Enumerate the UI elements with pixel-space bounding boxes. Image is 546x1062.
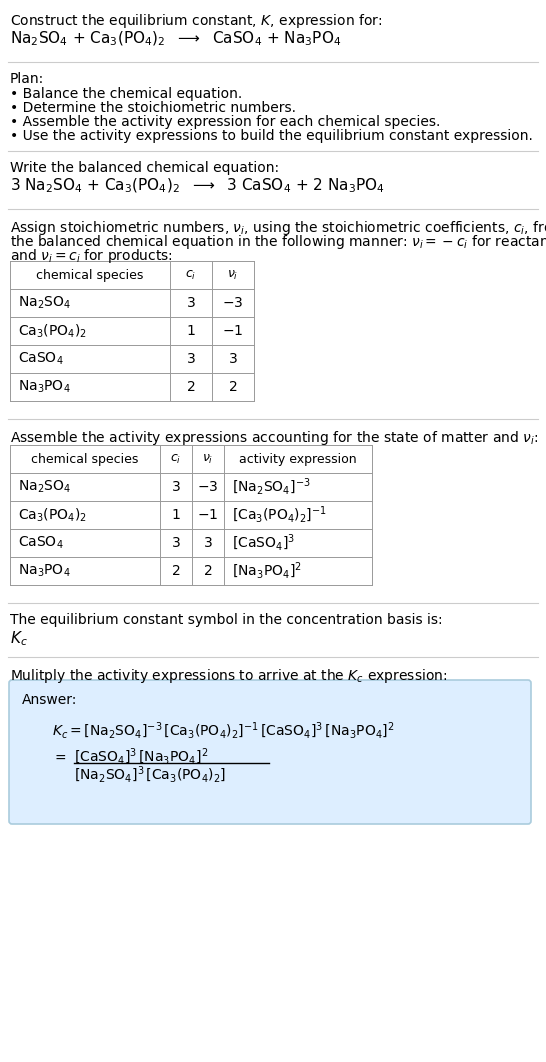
- Text: $K_c$: $K_c$: [10, 629, 28, 648]
- Text: activity expression: activity expression: [239, 452, 357, 465]
- Text: Mulitply the activity expressions to arrive at the $K_c$ expression:: Mulitply the activity expressions to arr…: [10, 667, 447, 685]
- Text: 3: 3: [187, 352, 195, 366]
- Text: Plan:: Plan:: [10, 72, 44, 86]
- Text: 3: 3: [204, 536, 212, 550]
- Text: $\nu_i$: $\nu_i$: [203, 452, 213, 465]
- Text: chemical species: chemical species: [31, 452, 139, 465]
- Text: $\nu_i$: $\nu_i$: [227, 269, 239, 281]
- Text: $K_c = [\mathrm{Na_2SO_4}]^{-3}\,[\mathrm{Ca_3(PO_4)_2}]^{-1}\,[\mathrm{CaSO_4}]: $K_c = [\mathrm{Na_2SO_4}]^{-3}\,[\mathr…: [52, 721, 395, 741]
- Text: Write the balanced chemical equation:: Write the balanced chemical equation:: [10, 161, 279, 175]
- Text: 2: 2: [171, 564, 180, 578]
- Text: $=$: $=$: [52, 750, 67, 764]
- Text: [Na$_3$PO$_4$]$^2$: [Na$_3$PO$_4$]$^2$: [232, 561, 302, 581]
- Text: Na$_3$PO$_4$: Na$_3$PO$_4$: [18, 563, 70, 579]
- Text: 1: 1: [187, 324, 195, 338]
- Text: $-1$: $-1$: [197, 508, 218, 523]
- Text: • Assemble the activity expression for each chemical species.: • Assemble the activity expression for e…: [10, 115, 441, 129]
- Text: Na$_3$PO$_4$: Na$_3$PO$_4$: [18, 379, 70, 395]
- Text: and $\nu_i = c_i$ for products:: and $\nu_i = c_i$ for products:: [10, 247, 173, 266]
- Text: 1: 1: [171, 508, 180, 523]
- Text: $-3$: $-3$: [222, 296, 244, 310]
- Text: $[\mathrm{CaSO_4}]^3\,[\mathrm{Na_3PO_4}]^2$: $[\mathrm{CaSO_4}]^3\,[\mathrm{Na_3PO_4}…: [74, 747, 208, 768]
- Text: • Determine the stoichiometric numbers.: • Determine the stoichiometric numbers.: [10, 101, 296, 115]
- Text: • Balance the chemical equation.: • Balance the chemical equation.: [10, 87, 242, 101]
- Text: $c_i$: $c_i$: [186, 269, 197, 281]
- Text: [Na$_2$SO$_4$]$^{-3}$: [Na$_2$SO$_4$]$^{-3}$: [232, 477, 311, 497]
- Text: the balanced chemical equation in the following manner: $\nu_i = -c_i$ for react: the balanced chemical equation in the fo…: [10, 233, 546, 251]
- Text: Na$_2$SO$_4$: Na$_2$SO$_4$: [18, 295, 71, 311]
- Text: 2: 2: [187, 380, 195, 394]
- Text: 3: 3: [229, 352, 238, 366]
- Text: CaSO$_4$: CaSO$_4$: [18, 350, 64, 367]
- Text: 3: 3: [187, 296, 195, 310]
- Text: Ca$_3$(PO$_4$)$_2$: Ca$_3$(PO$_4$)$_2$: [18, 507, 87, 524]
- Text: • Use the activity expressions to build the equilibrium constant expression.: • Use the activity expressions to build …: [10, 129, 533, 143]
- Text: Assign stoichiometric numbers, $\nu_i$, using the stoichiometric coefficients, $: Assign stoichiometric numbers, $\nu_i$, …: [10, 219, 546, 237]
- Text: 2: 2: [204, 564, 212, 578]
- Text: 3: 3: [171, 480, 180, 494]
- Text: $c_i$: $c_i$: [170, 452, 182, 465]
- Text: 3: 3: [171, 536, 180, 550]
- Text: Assemble the activity expressions accounting for the state of matter and $\nu_i$: Assemble the activity expressions accoun…: [10, 429, 538, 447]
- Text: Answer:: Answer:: [22, 693, 78, 707]
- FancyBboxPatch shape: [9, 680, 531, 824]
- Text: Na$_2$SO$_4$ + Ca$_3$(PO$_4$)$_2$  $\longrightarrow$  CaSO$_4$ + Na$_3$PO$_4$: Na$_2$SO$_4$ + Ca$_3$(PO$_4$)$_2$ $\long…: [10, 30, 341, 49]
- Text: $-3$: $-3$: [197, 480, 218, 494]
- Text: $[\mathrm{Na_2SO_4}]^3\,[\mathrm{Ca_3(PO_4)_2}]$: $[\mathrm{Na_2SO_4}]^3\,[\mathrm{Ca_3(PO…: [74, 765, 226, 786]
- Text: [CaSO$_4$]$^3$: [CaSO$_4$]$^3$: [232, 533, 295, 553]
- Text: CaSO$_4$: CaSO$_4$: [18, 535, 64, 551]
- Text: 2: 2: [229, 380, 238, 394]
- Text: Ca$_3$(PO$_4$)$_2$: Ca$_3$(PO$_4$)$_2$: [18, 322, 87, 340]
- Text: 3 Na$_2$SO$_4$ + Ca$_3$(PO$_4$)$_2$  $\longrightarrow$  3 CaSO$_4$ + 2 Na$_3$PO$: 3 Na$_2$SO$_4$ + Ca$_3$(PO$_4$)$_2$ $\lo…: [10, 177, 385, 195]
- Text: [Ca$_3$(PO$_4$)$_2$]$^{-1}$: [Ca$_3$(PO$_4$)$_2$]$^{-1}$: [232, 504, 327, 526]
- Text: chemical species: chemical species: [37, 269, 144, 281]
- Text: Construct the equilibrium constant, $K$, expression for:: Construct the equilibrium constant, $K$,…: [10, 12, 383, 30]
- Text: The equilibrium constant symbol in the concentration basis is:: The equilibrium constant symbol in the c…: [10, 613, 443, 627]
- Text: Na$_2$SO$_4$: Na$_2$SO$_4$: [18, 479, 71, 495]
- Text: $-1$: $-1$: [222, 324, 244, 338]
